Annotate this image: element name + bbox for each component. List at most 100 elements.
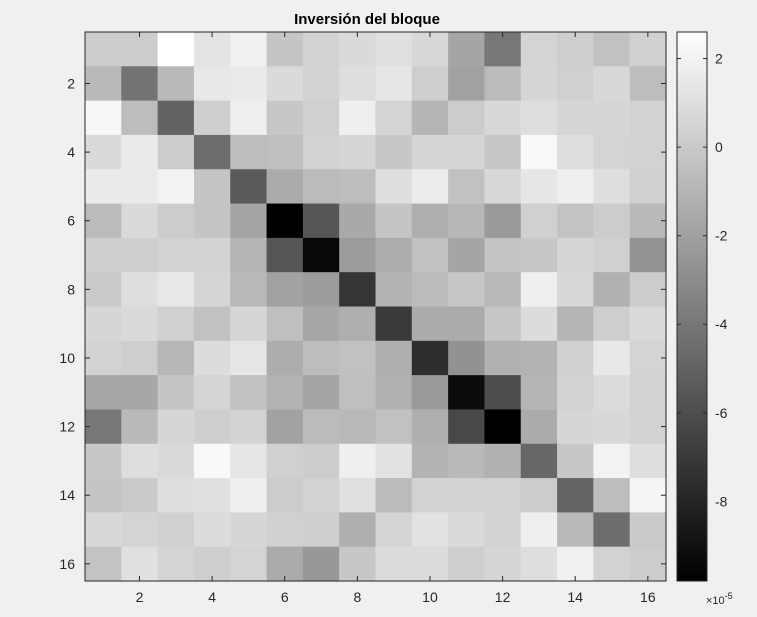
colorbar-exponent-base: ×10 <box>706 595 725 607</box>
heatmap-cell <box>230 409 268 445</box>
heatmap-cell <box>484 134 522 170</box>
heatmap-cell <box>375 409 413 445</box>
heatmap-cell <box>411 340 449 376</box>
heatmap-cell <box>448 32 486 67</box>
heatmap-cell <box>375 66 413 102</box>
heatmap-cell <box>557 512 594 548</box>
heatmap-cell <box>302 306 340 342</box>
heatmap-cell <box>157 478 195 513</box>
heatmap-cell <box>121 340 159 376</box>
heatmap-cell <box>520 546 558 582</box>
heatmap-cell <box>230 32 268 67</box>
heatmap-cell <box>375 203 413 239</box>
heatmap-cell <box>448 409 486 445</box>
heatmap-cell <box>448 203 486 239</box>
heatmap-cell <box>157 100 195 136</box>
heatmap-cell <box>193 169 231 205</box>
heatmap-cell <box>339 512 377 548</box>
heatmap-cell <box>230 203 268 239</box>
heatmap-cell <box>339 478 377 513</box>
heatmap-cell <box>121 203 159 239</box>
heatmap-cell <box>266 443 304 479</box>
heatmap-cell <box>193 134 231 170</box>
heatmap-cell <box>629 66 667 102</box>
heatmap-cell <box>266 169 304 205</box>
colorbar-exponent-power: -5 <box>725 591 733 601</box>
heatmap-cell <box>411 443 449 479</box>
heatmap-cell <box>448 237 486 273</box>
heatmap-cell <box>484 409 522 445</box>
heatmap-cell <box>339 66 377 102</box>
heatmap-cell <box>629 409 667 445</box>
heatmap-cell <box>484 340 522 376</box>
heatmap-cell <box>629 203 667 239</box>
heatmap-cell <box>411 169 449 205</box>
heatmap-cell <box>375 237 413 273</box>
heatmap-cell <box>266 478 304 513</box>
heatmap-cell <box>629 32 667 67</box>
heatmap-cell <box>266 409 304 445</box>
heatmap-cell <box>266 340 304 376</box>
heatmap-cell <box>157 306 195 342</box>
heatmap-cell <box>557 32 594 67</box>
heatmap-cell <box>411 546 449 582</box>
heatmap-cell <box>520 375 558 411</box>
heatmap-cell <box>593 409 631 445</box>
heatmap-cell <box>593 32 631 67</box>
heatmap-cell <box>121 306 159 342</box>
heatmap-cell <box>121 546 159 582</box>
heatmap-cell <box>629 443 667 479</box>
heatmap-cell <box>157 272 195 308</box>
heatmap-cell <box>157 546 195 582</box>
heatmap-cell <box>230 272 268 308</box>
heatmap-cell <box>302 203 340 239</box>
heatmap-cell <box>375 546 413 582</box>
heatmap-cell <box>121 237 159 273</box>
heatmap-cell <box>593 443 631 479</box>
heatmap-cell <box>121 66 159 102</box>
heatmap-cell <box>121 478 159 513</box>
y-tick-label: 2 <box>67 75 75 91</box>
heatmap-cell <box>157 32 195 67</box>
heatmap-cell <box>85 409 122 445</box>
heatmap-cell <box>557 100 594 136</box>
x-tick-label: 16 <box>640 589 656 605</box>
heatmap-cell <box>193 478 231 513</box>
heatmap-cell <box>557 375 594 411</box>
heatmap-cell <box>339 203 377 239</box>
heatmap-cell <box>411 272 449 308</box>
heatmap-cell <box>557 169 594 205</box>
heatmap-cell <box>121 100 159 136</box>
heatmap-cell <box>157 443 195 479</box>
heatmap-cell <box>448 306 486 342</box>
heatmap-cell <box>157 237 195 273</box>
heatmap-cell <box>629 478 667 513</box>
x-tick-label: 6 <box>281 589 289 605</box>
heatmap-cell <box>557 546 594 582</box>
heatmap-cell <box>193 546 231 582</box>
heatmap-cell <box>557 478 594 513</box>
heatmap-cell <box>448 169 486 205</box>
heatmap-cell <box>230 478 268 513</box>
heatmap-cell <box>375 100 413 136</box>
heatmap-cell <box>557 134 594 170</box>
heatmap-cell <box>484 66 522 102</box>
heatmap-cell <box>557 237 594 273</box>
heatmap-cell <box>157 340 195 376</box>
heatmap-cell <box>121 169 159 205</box>
heatmap-cell <box>448 100 486 136</box>
heatmap-cell <box>557 443 594 479</box>
heatmap-cell <box>593 272 631 308</box>
heatmap-cell <box>629 134 667 170</box>
heatmap-cell <box>375 272 413 308</box>
heatmap-cell <box>193 237 231 273</box>
heatmap-cell <box>302 375 340 411</box>
heatmap-cell <box>448 375 486 411</box>
heatmap-cell <box>85 100 122 136</box>
heatmap-cell <box>85 512 122 548</box>
heatmap-cell <box>411 203 449 239</box>
heatmap-cell <box>302 409 340 445</box>
y-tick-label: 12 <box>59 419 75 435</box>
heatmap-cell <box>193 340 231 376</box>
